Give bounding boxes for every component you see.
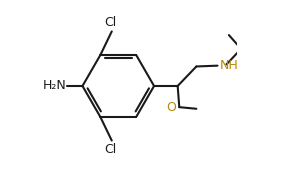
Text: Cl: Cl <box>104 16 116 29</box>
Text: H₂N: H₂N <box>43 80 66 92</box>
Text: NH: NH <box>220 59 238 72</box>
Text: Cl: Cl <box>104 142 116 156</box>
Text: O: O <box>167 101 176 114</box>
